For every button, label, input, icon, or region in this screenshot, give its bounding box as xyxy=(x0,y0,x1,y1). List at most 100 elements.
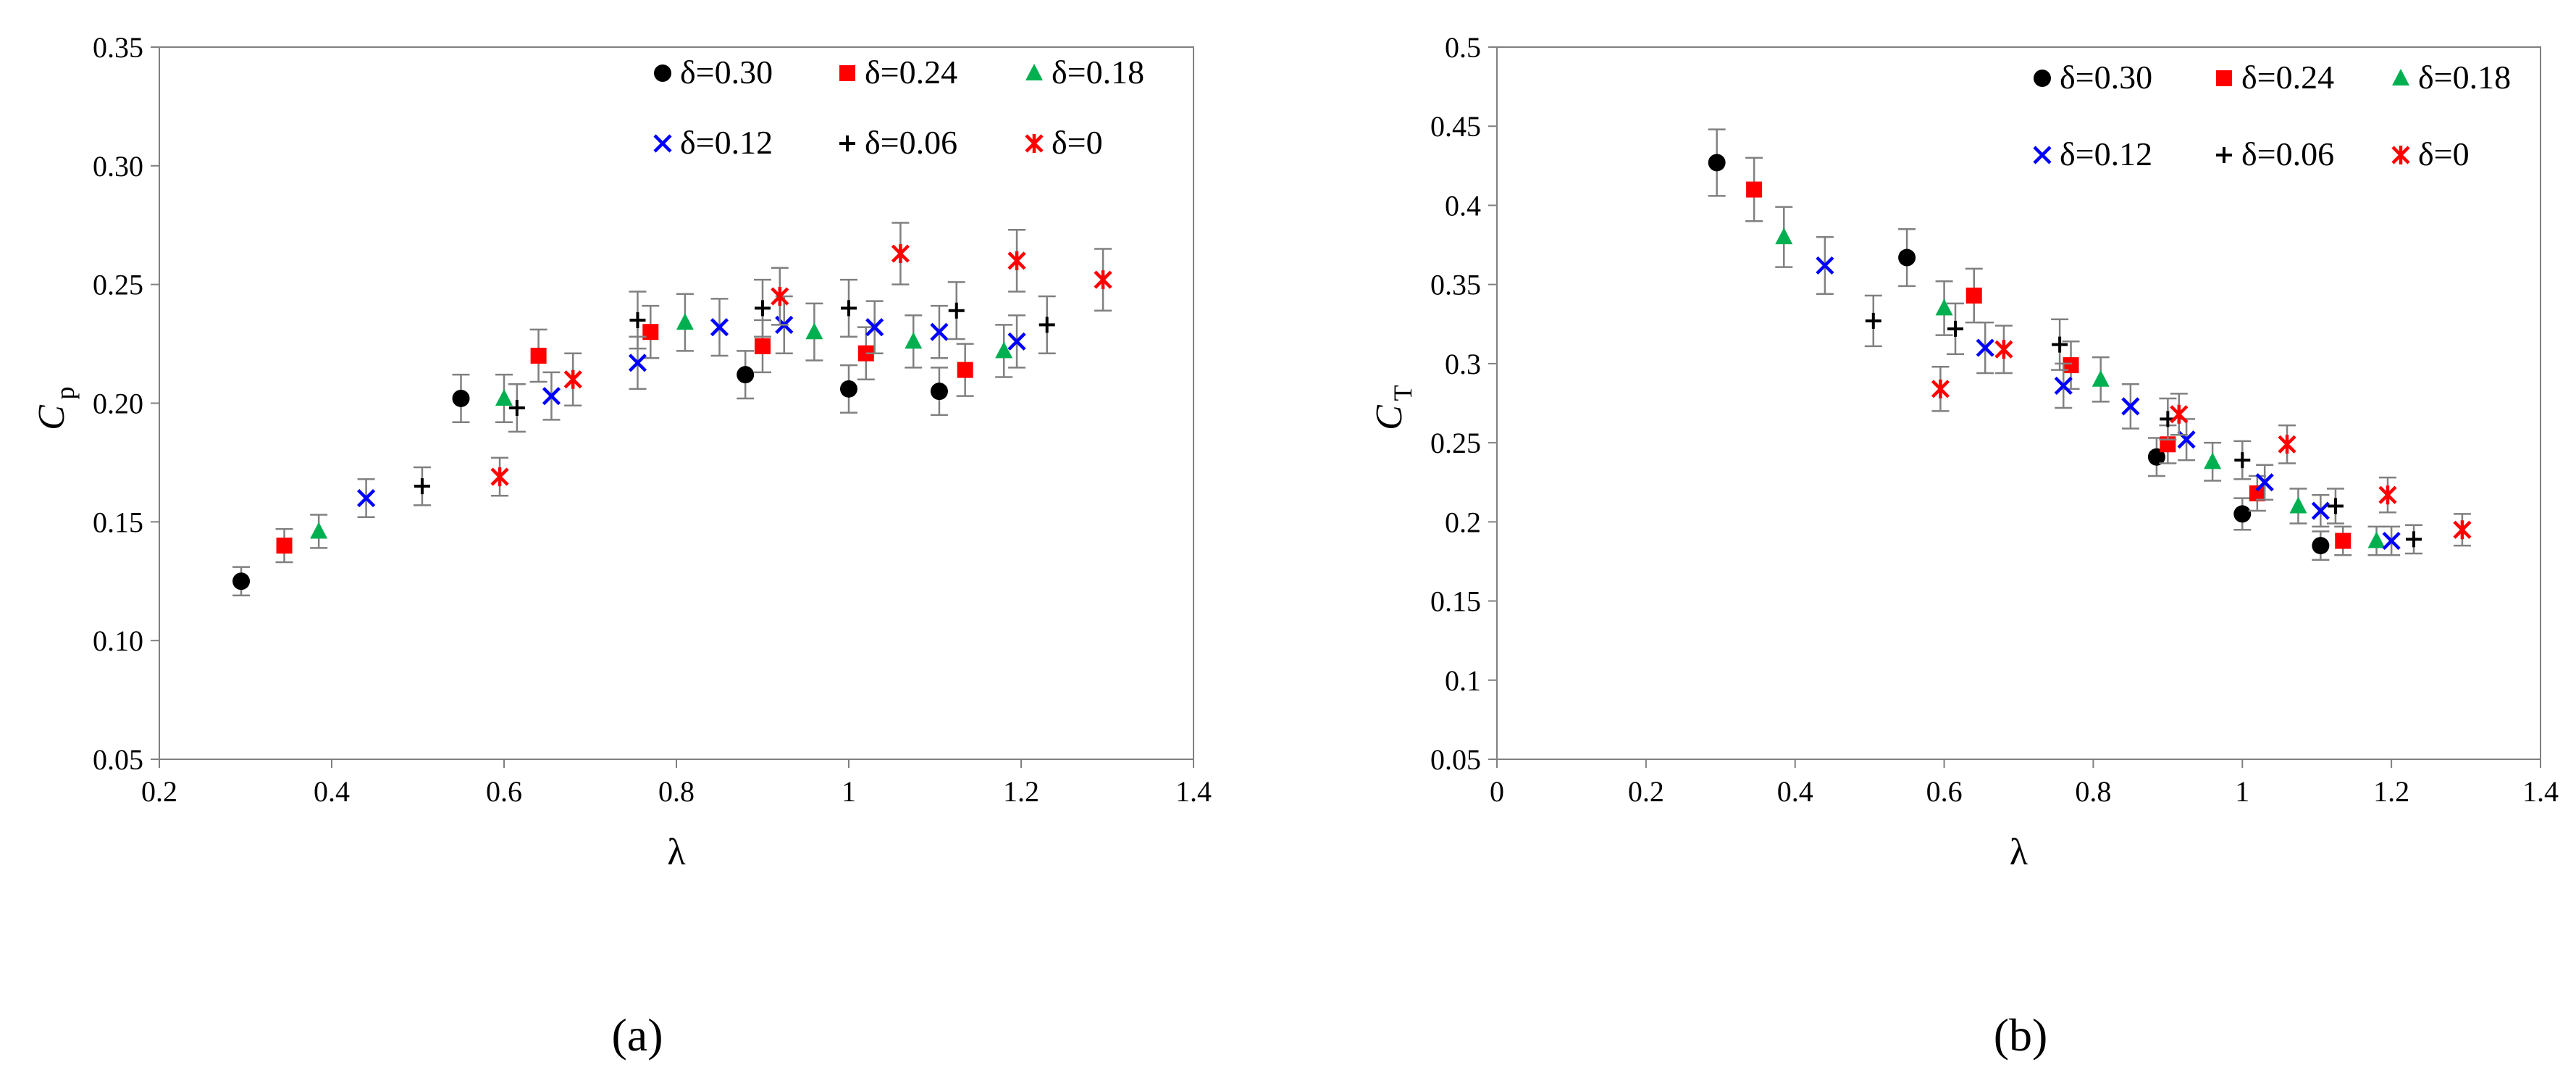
data-point xyxy=(232,572,251,590)
data-point xyxy=(2052,336,2068,353)
data-point xyxy=(2382,531,2401,551)
data-point xyxy=(2311,501,2330,520)
series-2 xyxy=(310,293,1013,549)
y-tick-label: 0.25 xyxy=(93,269,143,301)
data-point xyxy=(2327,498,2344,514)
y-axis-label: Cp xyxy=(31,387,80,430)
series-1 xyxy=(275,304,974,564)
series-2 xyxy=(1775,206,2386,556)
y-tick-label: 0.10 xyxy=(93,625,143,657)
x-tick-label: 0.4 xyxy=(314,775,350,808)
y-axis-label-main: C xyxy=(31,404,72,430)
y-tick-label: 0.25 xyxy=(1430,427,1481,459)
legend-marker xyxy=(653,134,672,153)
x-tick-label: 0.2 xyxy=(1628,775,1664,808)
data-point xyxy=(2453,520,2472,540)
data-point xyxy=(2378,485,2397,505)
legend: δ=0.30 δ=0.24 δ=0.18 δ=0.12 δ=0.06 δ=0 xyxy=(653,54,1144,161)
data-point xyxy=(490,467,509,487)
series-0 xyxy=(1708,128,2330,561)
data-point xyxy=(495,388,513,406)
legend-marker xyxy=(2216,70,2232,86)
data-point xyxy=(2335,532,2351,549)
x-axis-label: λ xyxy=(2010,832,2028,873)
y-tick-label: 0.35 xyxy=(93,31,143,64)
y-tick-label: 0.4 xyxy=(1445,189,1481,222)
legend-label: δ=0 xyxy=(2418,135,2470,172)
y-tick-label: 0.05 xyxy=(1430,743,1481,776)
y-axis-label-subscript: T xyxy=(1388,385,1417,401)
data-point xyxy=(542,387,561,406)
y-tick-label: 0.05 xyxy=(93,743,143,776)
legend-marker xyxy=(839,65,855,81)
data-point xyxy=(1976,338,1994,357)
data-point xyxy=(276,538,293,554)
y-tick-label: 0.1 xyxy=(1445,664,1481,697)
data-point xyxy=(508,400,525,417)
data-point xyxy=(840,380,857,398)
legend-marker xyxy=(2034,70,2051,87)
panel-caption: (a) xyxy=(611,1009,663,1061)
x-tick-label: 1 xyxy=(2235,775,2249,808)
data-point xyxy=(1931,379,1950,398)
data-point xyxy=(2170,404,2189,424)
legend: δ=0.30 δ=0.24 δ=0.18 δ=0.12 δ=0.06 δ=0 xyxy=(2033,59,2511,172)
legend-label: δ=0.24 xyxy=(865,54,957,91)
legend-marker xyxy=(2033,146,2052,164)
data-point xyxy=(930,383,948,401)
data-point xyxy=(1898,248,1916,267)
data-point xyxy=(1865,312,1881,329)
y-tick-label: 0.3 xyxy=(1445,348,1481,380)
x-tick-label: 1.4 xyxy=(2522,775,2559,808)
x-tick-label: 1.2 xyxy=(1003,775,1039,808)
data-point xyxy=(710,318,729,337)
data-point xyxy=(530,347,547,364)
x-tick-label: 1.4 xyxy=(1175,775,1212,808)
data-point xyxy=(755,300,771,317)
y-tick-label: 0.5 xyxy=(1445,31,1481,64)
data-point xyxy=(1007,332,1026,351)
x-tick-label: 0.8 xyxy=(2075,775,2111,808)
x-tick-label: 1 xyxy=(842,775,856,808)
y-tick-label: 0.35 xyxy=(1430,269,1481,301)
data-point xyxy=(310,522,328,539)
x-axis-label: λ xyxy=(667,832,685,873)
legend-marker xyxy=(2391,146,2410,164)
panel-caption: (b) xyxy=(1994,1009,2048,1061)
x-tick-label: 0.2 xyxy=(141,775,177,808)
data-point xyxy=(1965,287,1982,304)
data-point xyxy=(755,338,771,354)
data-point xyxy=(452,389,470,407)
data-point xyxy=(1994,340,2013,359)
data-point xyxy=(1935,298,1953,316)
data-point xyxy=(2233,505,2252,523)
data-point xyxy=(805,322,823,340)
data-point xyxy=(957,362,973,378)
legend-label: δ=0 xyxy=(1052,124,1103,161)
data-point xyxy=(1708,154,1726,172)
data-point xyxy=(2092,369,2110,387)
legend-marker xyxy=(2216,147,2232,163)
data-point xyxy=(357,488,376,508)
data-point xyxy=(2204,452,2222,469)
data-point xyxy=(2278,435,2296,454)
data-point xyxy=(1775,227,1793,245)
legend-marker xyxy=(2392,69,2409,85)
chart-panel-a: 0.2 0.4 0.6 0.8 1 1.2 1.4 0.05 0.10 0.15 0.20 0.25 0… xyxy=(31,31,1212,1061)
data-point xyxy=(629,312,646,328)
legend-label: δ=0.24 xyxy=(2241,59,2334,96)
legend-marker xyxy=(1025,64,1043,80)
data-point xyxy=(2289,496,2307,514)
series-0 xyxy=(232,350,948,597)
x-tick-label: 0.4 xyxy=(1777,775,1813,808)
y-axis-label-subscript: p xyxy=(51,387,80,400)
legend-label: δ=0.12 xyxy=(680,124,773,161)
legend-label: δ=0.18 xyxy=(2418,59,2511,96)
legend-label: δ=0.30 xyxy=(2060,59,2152,96)
y-axis-label: CT xyxy=(1369,385,1417,430)
data-point xyxy=(2249,485,2265,502)
data-point xyxy=(1816,256,1834,275)
data-point xyxy=(2367,531,2386,548)
